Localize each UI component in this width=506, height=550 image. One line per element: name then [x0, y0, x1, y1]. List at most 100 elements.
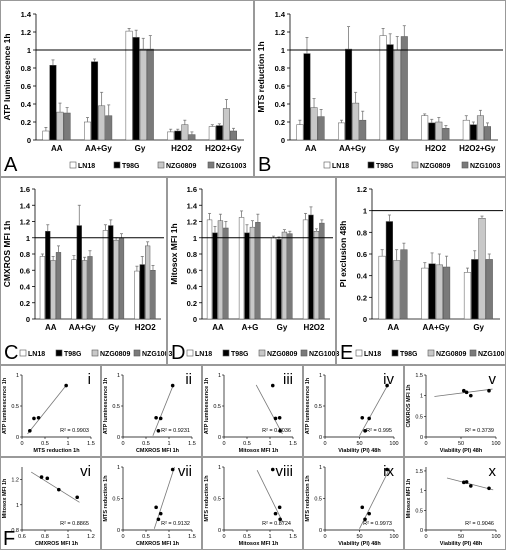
legend-label: NZG1003 — [470, 163, 500, 170]
data-point — [270, 383, 275, 388]
category-label: Gy — [277, 323, 288, 332]
bar-ln18 — [102, 230, 109, 320]
bar-ln18 — [42, 130, 50, 141]
legend-swatch — [55, 349, 63, 357]
x-tick-label: 1.5 — [188, 441, 196, 447]
y-tick-label: 0.4 — [357, 272, 368, 281]
x-axis-label: Viability (PI) 48h — [440, 448, 483, 454]
bar-t98g — [139, 264, 145, 320]
subpanel-numeral: vii — [178, 463, 192, 480]
bar-nzg0809 — [435, 264, 443, 320]
panel-letter: B — [258, 154, 271, 176]
scatter-panel-ix: 0 50 100 0 0.5 1 Viability (PI) 48h MTS reducti… — [305, 463, 399, 547]
y-tick-label: 0 — [319, 528, 322, 534]
bar-nzg0809 — [393, 260, 401, 320]
trend-line — [27, 384, 68, 435]
data-point — [273, 416, 278, 421]
legend-label: LN18 — [28, 351, 45, 358]
legend-label: T98G — [231, 351, 249, 358]
y-tick-label: 0 — [363, 315, 367, 324]
y-tick-label: 0 — [26, 315, 30, 324]
category-label: AA+Gy — [85, 144, 112, 153]
x-tick-label: 0.6 — [18, 534, 26, 540]
y-tick-label: 0.5 — [11, 404, 19, 410]
category-label: AA — [45, 323, 57, 332]
x-tick-label: 1 — [268, 534, 271, 540]
y-tick-label: 0.8 — [21, 64, 31, 73]
legend-swatch — [207, 161, 215, 169]
bar-t98g — [212, 232, 218, 320]
data-point — [360, 415, 365, 420]
data-point — [464, 390, 469, 395]
panel-letter: F — [3, 528, 15, 550]
legend-label: NZG0809 — [100, 351, 130, 358]
y-tick-label: 0.8 — [187, 250, 197, 259]
bar-nzg1003 — [63, 112, 71, 141]
legend-swatch — [391, 349, 399, 357]
legend-label: NZG1003 — [142, 351, 172, 358]
bar-nzg1003 — [442, 128, 450, 141]
bar-t98g — [76, 225, 82, 320]
bar-nzg1003 — [255, 222, 261, 320]
x-tick-label: 100 — [389, 441, 398, 447]
y-tick-label: 1.6 — [187, 185, 197, 194]
y-tick-label: 0.8 — [11, 528, 19, 534]
r-squared-label: R² = 0.9973 — [363, 521, 392, 527]
y-tick-label: 0 — [27, 136, 31, 145]
r-squared-label: R² = 0.8036 — [262, 428, 291, 434]
y-tick-label: 1.4 — [275, 10, 286, 19]
bar-ln18 — [421, 115, 429, 141]
x-axis-label: Viability (PI) 48h — [338, 541, 381, 547]
x-tick-label: 1.5 — [188, 534, 196, 540]
x-tick-label: 0 — [222, 534, 225, 540]
legend-swatch — [469, 349, 477, 357]
y-tick-label: 0 — [281, 136, 285, 145]
bar-panel-c: 0 0.2 0.4 0.6 0.8 1 1.2 1.4 1.6 CMXROS MFI 1h AA AA… — [2, 185, 172, 364]
bar-nzg1003 — [400, 36, 408, 141]
y-axis-label: MTS reduction 1h — [103, 475, 109, 522]
bar-ln18 — [208, 126, 216, 141]
data-point — [45, 476, 50, 481]
trend-line — [359, 383, 389, 436]
data-point — [363, 429, 367, 433]
r-squared-label: R² = 0.9046 — [465, 521, 494, 527]
data-point — [57, 487, 61, 492]
data-point — [469, 393, 473, 398]
category-label: H2O2 — [425, 144, 446, 153]
x-axis-label: CMXROS MFI 1h — [136, 448, 180, 454]
category-label: H2O2+Gy — [205, 144, 242, 153]
scatter-panel-x: 0 50 100 0 0.5 1 1.5 Viability (PI) 48h Mitosox … — [406, 463, 501, 547]
x-tick-label: 1 — [167, 441, 170, 447]
bar-t98g — [303, 53, 311, 141]
x-tick-label: 50 — [356, 534, 362, 540]
data-point — [278, 429, 282, 433]
panel-letter: A — [4, 154, 18, 176]
data-point — [277, 505, 282, 510]
x-axis-label: MTS reduction 1h — [33, 448, 80, 454]
data-point — [469, 484, 473, 488]
x-tick-label: 0 — [323, 534, 326, 540]
y-tick-label: 1.5 — [415, 469, 423, 475]
bar-nzg0809 — [352, 102, 360, 141]
legend-swatch — [69, 161, 77, 169]
legend-swatch — [157, 161, 165, 169]
bar-t98g — [91, 61, 99, 141]
y-axis-label: ATP luminescence 1h — [2, 377, 8, 434]
y-tick-label: 0.8 — [357, 228, 367, 237]
bar-t98g — [49, 65, 57, 141]
subpanel-numeral: vi — [80, 463, 91, 480]
y-tick-label: 0 — [193, 315, 197, 324]
bar-nzg1003 — [188, 134, 196, 141]
trend-line — [256, 469, 284, 523]
bar-nzg1003 — [105, 115, 113, 141]
legend-swatch — [367, 161, 375, 169]
bar-nzg0809 — [181, 124, 189, 141]
bar-nzg0809 — [217, 220, 224, 320]
x-axis-label: Mitosox MFI 1h — [239, 448, 279, 454]
trend-line — [30, 471, 80, 503]
x-tick-label: 0 — [222, 441, 225, 447]
x-tick-label: 0.5 — [142, 441, 150, 447]
r-squared-label: R² = 0.8865 — [60, 521, 89, 527]
